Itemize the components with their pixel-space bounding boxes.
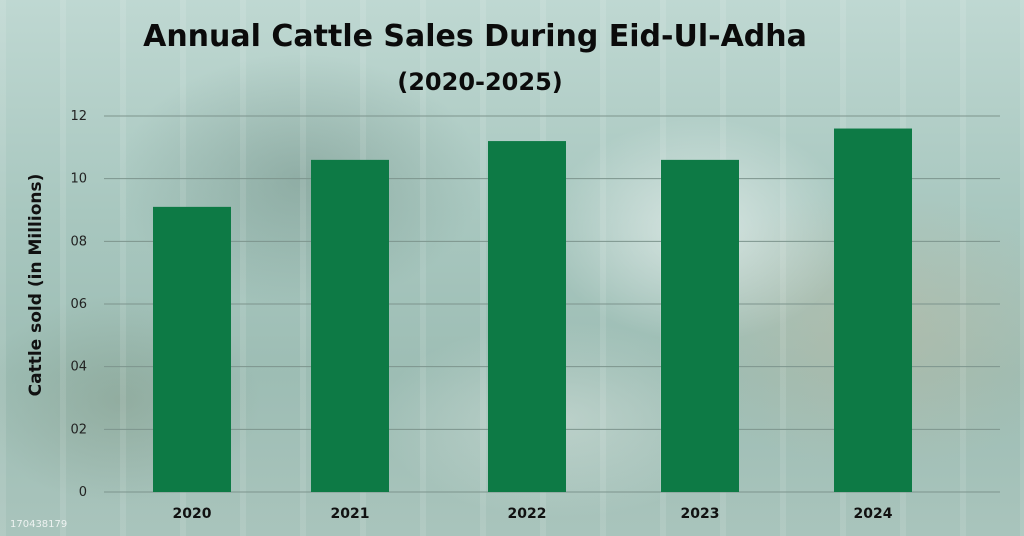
bar-2023 bbox=[661, 159, 739, 492]
x-tick-label-2024: 2024 bbox=[854, 506, 893, 522]
x-tick-labels: 2020 2021 2022 2023 2024 bbox=[173, 506, 893, 522]
bar-2022 bbox=[488, 141, 566, 493]
x-tick-label-2020: 2020 bbox=[173, 506, 212, 522]
chart-subtitle: (2020-2025) bbox=[397, 68, 563, 96]
y-tick-label: 08 bbox=[70, 234, 87, 249]
bar-2024 bbox=[834, 128, 912, 493]
bars bbox=[153, 128, 912, 493]
y-tick-label: 04 bbox=[70, 360, 87, 375]
y-tick-label: 06 bbox=[70, 297, 87, 312]
watermark-text: 170438179 bbox=[10, 519, 68, 530]
y-tick-label: 02 bbox=[70, 422, 87, 437]
y-tick-label: 10 bbox=[70, 172, 87, 187]
y-axis-label: Cattle sold (in Millions) bbox=[26, 174, 46, 397]
y-tick-labels: 0 02 04 06 08 10 12 bbox=[70, 109, 87, 500]
x-tick-label-2023: 2023 bbox=[681, 506, 720, 522]
chart-title: Annual Cattle Sales During Eid-Ul-Adha bbox=[143, 19, 807, 54]
y-tick-label: 12 bbox=[70, 109, 87, 124]
bar-2020 bbox=[153, 206, 231, 492]
bar-2021 bbox=[311, 159, 389, 492]
x-tick-label-2022: 2022 bbox=[508, 506, 547, 522]
y-tick-label: 0 bbox=[79, 485, 87, 500]
x-tick-label-2021: 2021 bbox=[331, 506, 370, 522]
